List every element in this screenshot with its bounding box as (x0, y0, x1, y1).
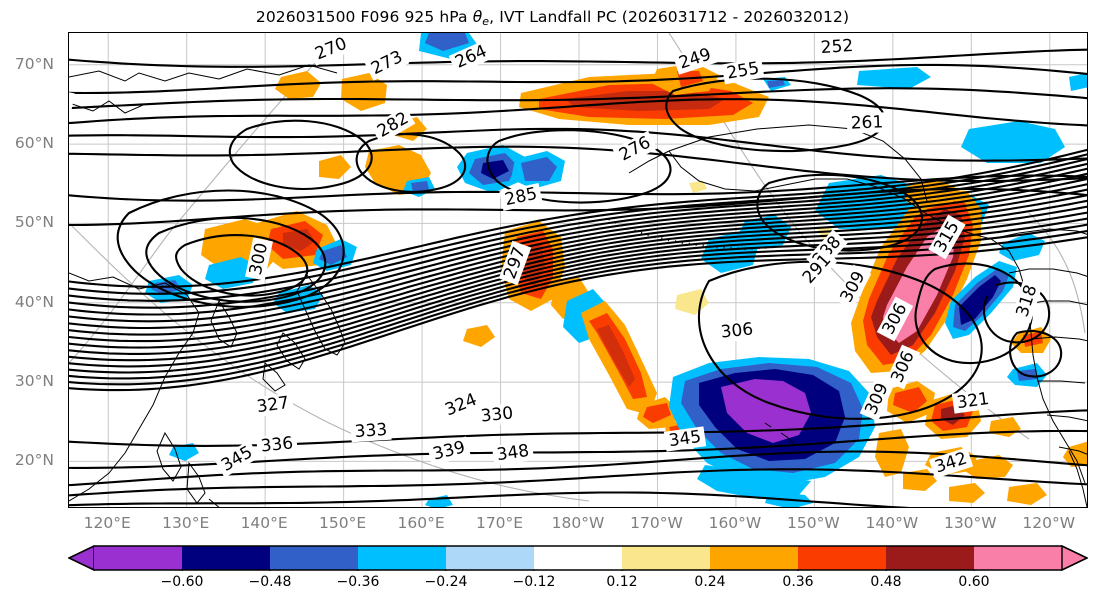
contour-label: 345 (663, 426, 707, 452)
title-valid-end: 2026032012 (743, 8, 843, 26)
colorbar-tick-label: −0.48 (248, 574, 292, 590)
svg-text:348: 348 (496, 441, 531, 465)
colorbar-swatch (622, 546, 711, 570)
title-variable-symbol: θ (472, 8, 483, 26)
longitude-tick-label: 160°W (708, 514, 762, 532)
svg-text:252: 252 (820, 36, 854, 58)
svg-text:306: 306 (720, 319, 754, 342)
longitude-tick-label: 170°E (475, 514, 524, 532)
title-paren-close: ) (842, 8, 850, 26)
map-plot-area[interactable]: 2672702732642822492522552612762852972882… (68, 32, 1088, 508)
title-init: 2026031500 (255, 8, 356, 26)
colorbar-swatch (182, 546, 271, 570)
colorbar-swatch (798, 546, 887, 570)
latitude-tick-label: 20°N (14, 451, 54, 470)
coastline-layer (69, 64, 1087, 507)
longitude-tick-label: 130°W (943, 514, 997, 532)
colorbar-tick-label: 0.12 (606, 574, 638, 590)
title-comma: , (489, 8, 495, 26)
colorbar[interactable] (68, 545, 1088, 571)
contour-label: 306 (716, 318, 758, 344)
colorbar-over-arrow (1061, 545, 1088, 571)
longitude-tick-label: 120°W (1022, 514, 1076, 532)
colorbar-swatch (974, 546, 1063, 570)
contour-label: 333 (350, 419, 392, 443)
longitude-tick-label: 130°E (162, 514, 210, 532)
map-canvas: 2672702732642822492522552612762852972882… (69, 33, 1087, 507)
colorbar-outline (68, 545, 1088, 571)
colorbar-tick-label: 0.60 (958, 574, 990, 590)
colorbar-swatch (270, 546, 359, 570)
colorbar-tick-label: 0.24 (694, 574, 726, 590)
svg-text:321: 321 (956, 389, 991, 413)
contour-label: 321 (951, 388, 995, 414)
latitude-tick-label: 60°N (14, 134, 54, 153)
title-level: 925 hPa (404, 8, 468, 26)
latitude-tick-label: 30°N (14, 372, 54, 391)
title-field: IVT Landfall PC (499, 8, 617, 26)
longitude-tick-label: 160°E (397, 514, 445, 532)
title-variable-subscript: e (482, 15, 490, 28)
svg-text:327: 327 (256, 393, 291, 417)
colorbar-tick-label: −0.12 (512, 574, 556, 590)
colorbar-swatch (446, 546, 535, 570)
svg-text:333: 333 (354, 420, 388, 442)
longitude-tick-label: 120°E (83, 514, 131, 532)
contour-label: 327 (251, 392, 295, 418)
colorbar-tick-label: 0.48 (870, 574, 902, 590)
contour-label: 336 (256, 432, 298, 458)
colorbar-swatch (534, 546, 623, 570)
longitude-tick-label: 140°E (240, 514, 288, 532)
colorbar-tick-label: −0.24 (424, 574, 468, 590)
latitude-tick-label: 50°N (14, 213, 54, 232)
colorbar-tick-label: −0.60 (160, 574, 204, 590)
contour-label: 348 (491, 440, 535, 466)
contour-layer (69, 48, 1087, 507)
contour-labels: 2672702732642822492522552612762852972882… (69, 33, 1043, 479)
svg-text:345: 345 (668, 427, 703, 451)
longitude-tick-label: 180°W (551, 514, 605, 532)
colorbar-swatch (358, 546, 447, 570)
colorbar-swatch (94, 546, 183, 570)
colorbar-tick-label: 0.36 (782, 574, 814, 590)
latitude-tick-label: 40°N (14, 292, 54, 311)
colorbar-swatch (886, 546, 975, 570)
title-paren-open: ( (621, 8, 628, 26)
colorbar-swatch (710, 546, 799, 570)
svg-text:330: 330 (480, 403, 514, 426)
latitude-tick-label: 70°N (14, 54, 54, 73)
title-lead: F096 (360, 8, 400, 26)
contour-label: 252 (816, 35, 858, 59)
page-title: 2026031500 F096 925 hPa θe, IVT Landfall… (0, 8, 1105, 28)
colorbar-swatches (68, 545, 1088, 571)
longitude-tick-label: 170°W (630, 514, 683, 532)
title-valid-start: 2026031712 (627, 8, 728, 26)
svg-text:261: 261 (850, 112, 883, 133)
longitude-tick-label: 150°E (319, 514, 367, 532)
longitude-tick-label: 150°W (787, 514, 840, 532)
contour-label: 261 (846, 112, 888, 134)
colorbar-tick-label: −0.36 (336, 574, 380, 590)
longitude-tick-label: 140°W (865, 514, 919, 532)
svg-text:336: 336 (260, 433, 294, 456)
contour-label: 330 (476, 402, 518, 428)
title-dash: - (732, 8, 739, 26)
colorbar-under-arrow (68, 545, 95, 571)
